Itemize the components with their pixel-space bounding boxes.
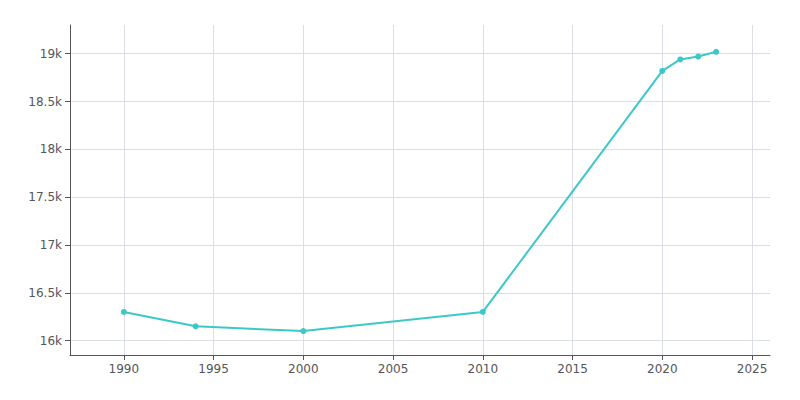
- svg-text:1990: 1990: [109, 362, 140, 376]
- svg-text:18.5k: 18.5k: [28, 95, 62, 109]
- svg-text:17k: 17k: [40, 238, 62, 252]
- svg-text:16k: 16k: [40, 334, 62, 348]
- svg-text:2005: 2005: [378, 362, 409, 376]
- svg-text:2000: 2000: [288, 362, 319, 376]
- svg-text:19k: 19k: [40, 47, 62, 61]
- svg-text:17.5k: 17.5k: [28, 190, 62, 204]
- svg-text:2020: 2020: [647, 362, 678, 376]
- svg-text:18k: 18k: [40, 142, 62, 156]
- svg-text:2015: 2015: [557, 362, 588, 376]
- svg-text:1995: 1995: [198, 362, 229, 376]
- svg-text:2010: 2010: [468, 362, 499, 376]
- svg-text:2025: 2025: [737, 362, 768, 376]
- svg-text:16.5k: 16.5k: [28, 286, 62, 300]
